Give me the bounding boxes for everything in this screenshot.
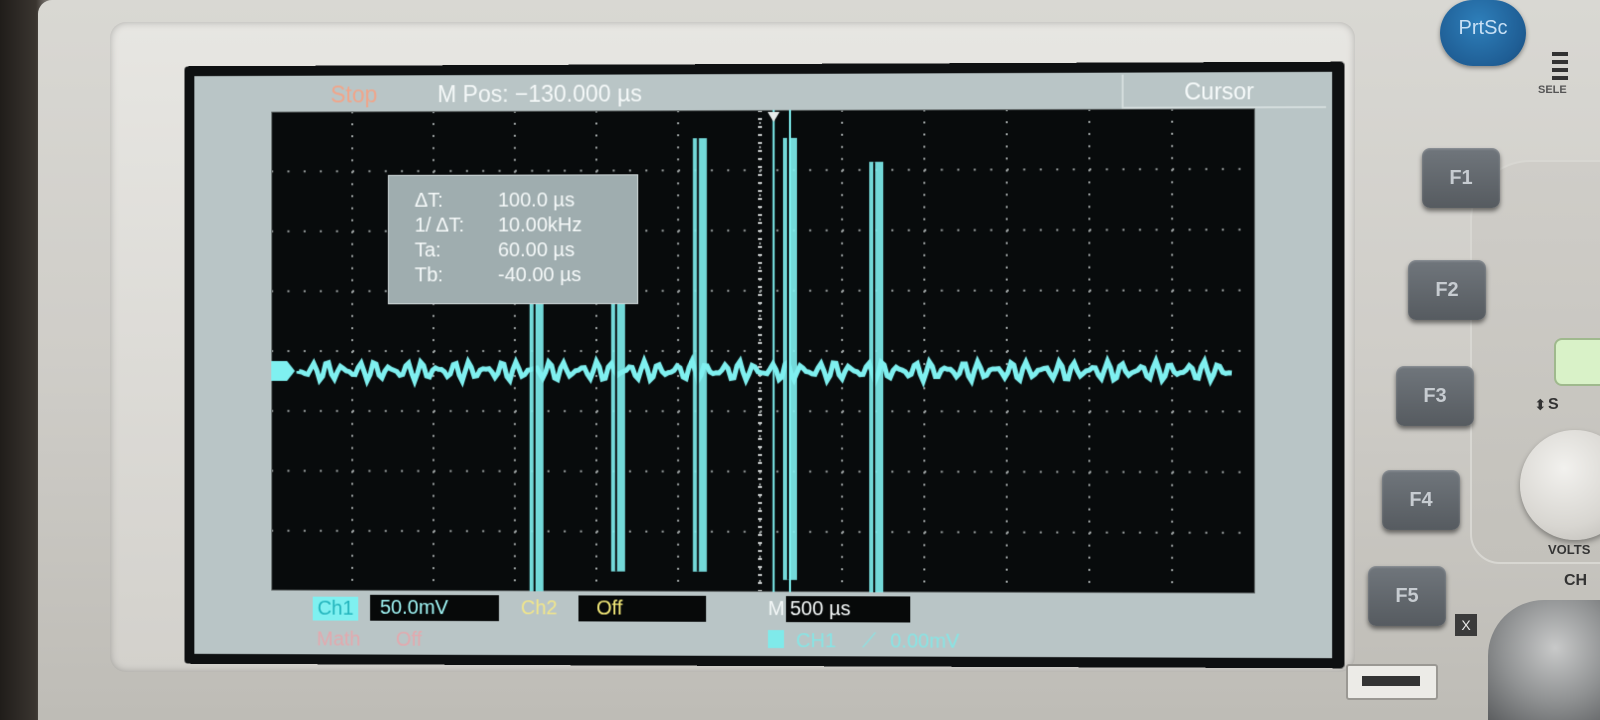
m-pos-readout: M Pos: −130.000 µs xyxy=(437,80,641,108)
trace-pulse xyxy=(869,162,883,594)
cursor-readout-row: ΔT: 100.0 µs xyxy=(389,189,637,211)
volts-label: VOLTS xyxy=(1548,542,1590,557)
ch1-scale: 50.0mV xyxy=(380,597,448,620)
math-state: Off xyxy=(396,629,422,652)
green-indicator xyxy=(1554,338,1600,386)
cursor-readout-label: ΔT: xyxy=(415,190,444,213)
timebase-box: 500 µs xyxy=(786,596,910,622)
usb-slot xyxy=(1362,676,1420,686)
cursor-readout-row: 1/ ΔT: 10.00kHz xyxy=(389,214,637,236)
trigger-level: 0.00mV xyxy=(890,630,959,653)
math-tag: Math xyxy=(317,628,361,651)
bnc-connector[interactable] xyxy=(1488,600,1600,720)
cursor-readout-label: Ta: xyxy=(415,240,441,263)
ch2-scale-box: Off xyxy=(578,595,706,621)
ch2-state: Off xyxy=(596,598,622,621)
f3-button[interactable]: F3 xyxy=(1396,366,1474,426)
grid-horizontal-line xyxy=(271,169,1255,172)
trigger-source: CH1 xyxy=(796,630,836,653)
f2-button[interactable]: F2 xyxy=(1408,260,1486,320)
ch-label: CH xyxy=(1564,572,1587,590)
ch1-scale-box: 50.0mV xyxy=(370,595,499,621)
trace-pulse xyxy=(693,138,707,571)
ch1-ground-marker xyxy=(271,361,295,381)
lcd-face: Stop M Pos: −130.000 µs Cursor ΔT: 100.0 … xyxy=(194,72,1332,658)
menu-title: Cursor xyxy=(1184,78,1254,105)
x-badge: X xyxy=(1455,614,1477,636)
up-down-icon: ⬍ xyxy=(1534,396,1547,414)
menu-title-box: Cursor xyxy=(1122,74,1326,109)
trigger-icon xyxy=(768,630,784,648)
grid-horizontal-line xyxy=(271,471,1255,472)
f4-button[interactable]: F4 xyxy=(1382,470,1460,530)
timebase-tag: M xyxy=(768,598,785,621)
timebase-scale: 500 µs xyxy=(790,598,851,621)
s-label: S xyxy=(1548,396,1559,414)
graticule: ΔT: 100.0 µs 1/ ΔT: 10.00kHz Ta: 60.00 µs Tb: -… xyxy=(271,108,1255,593)
trigger-position-marker xyxy=(768,112,780,122)
grid-horizontal-line xyxy=(271,411,1255,412)
cursor-readout-value: 10.00kHz xyxy=(498,214,582,237)
cursor-readout-value: 60.00 µs xyxy=(498,239,575,262)
cursor-readout-value: -40.00 µs xyxy=(498,264,581,287)
trigger-edge-icon: ⟋ xyxy=(862,630,876,653)
usb-port[interactable] xyxy=(1346,664,1438,700)
cursor-readout-label: 1/ ΔT: xyxy=(415,215,465,238)
prtsc-button[interactable]: PrtSc xyxy=(1440,0,1526,66)
f5-button[interactable]: F5 xyxy=(1368,566,1446,626)
cursor-readout-row: Tb: -40.00 µs xyxy=(389,264,637,286)
cursor-readout-panel: ΔT: 100.0 µs 1/ ΔT: 10.00kHz Ta: 60.00 µs Tb: -… xyxy=(388,174,638,304)
cursor-readout-row: Ta: 60.00 µs xyxy=(389,239,637,261)
ch2-tag: Ch2 xyxy=(521,597,557,620)
cursor-readout-value: 100.0 µs xyxy=(498,189,575,212)
grid-horizontal-line xyxy=(271,531,1255,533)
trace-baseline xyxy=(299,361,1232,381)
f1-button[interactable]: F1 xyxy=(1422,148,1500,208)
select-icon xyxy=(1552,52,1568,80)
cursor-readout-label: Tb: xyxy=(415,264,444,287)
select-label: SELE xyxy=(1538,84,1567,96)
run-status: Stop xyxy=(331,81,378,108)
ch1-tag: Ch1 xyxy=(313,597,358,621)
lcd-display: Stop M Pos: −130.000 µs Cursor ΔT: 100.0 … xyxy=(184,62,1344,669)
